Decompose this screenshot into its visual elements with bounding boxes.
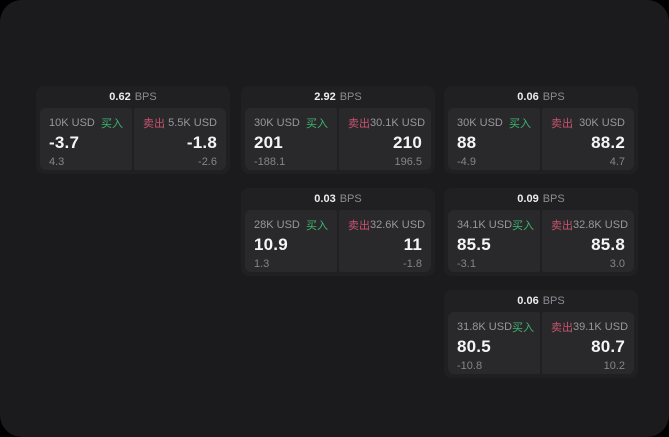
- sell-delta: 196.5: [394, 156, 422, 168]
- sell-delta: 10.2: [603, 360, 625, 372]
- buy-price: 10.9: [254, 235, 288, 254]
- sell-delta: -2.6: [198, 156, 217, 168]
- sell-label: 卖出: [348, 118, 370, 130]
- sell-label: 卖出: [551, 118, 573, 130]
- quote-card: 0.03 BPS 28K USD 买入 10.9 1.3 卖出 32.6K US…: [241, 188, 435, 276]
- bps-value: 0.62: [109, 91, 131, 103]
- sell-price: -1.8: [186, 133, 217, 152]
- buy-panel[interactable]: 31.8K USD 买入 80.5 -10.8: [448, 312, 540, 374]
- sell-price: 85.8: [591, 235, 625, 254]
- sell-price: 80.7: [591, 337, 625, 356]
- buy-size: 28K USD: [254, 219, 300, 231]
- card-header: 0.09 BPS: [444, 188, 638, 210]
- buy-size: 10K USD: [49, 117, 95, 129]
- sell-size: 32.8K USD: [573, 219, 629, 231]
- card-header: 0.06 BPS: [444, 290, 638, 312]
- bps-unit-label: BPS: [339, 91, 362, 103]
- buy-price: 80.5: [457, 337, 491, 356]
- bps-unit-label: BPS: [339, 193, 362, 205]
- sell-panel[interactable]: 卖出 30K USD 88.2 4.7: [542, 108, 634, 170]
- sell-label: 卖出: [551, 220, 573, 232]
- buy-delta: -10.8: [457, 360, 483, 372]
- sell-price: 11: [403, 235, 422, 254]
- sell-size: 5.5K USD: [168, 117, 217, 129]
- sell-size: 39.1K USD: [573, 321, 629, 333]
- sell-size: 32.6K USD: [370, 219, 426, 231]
- bps-value: 0.06: [517, 91, 539, 103]
- bps-unit-label: BPS: [542, 193, 565, 205]
- bps-value: 0.09: [517, 193, 539, 205]
- buy-panel[interactable]: 10K USD 买入 -3.7 4.3: [40, 108, 132, 170]
- sell-price: 210: [393, 133, 422, 152]
- buy-panel[interactable]: 30K USD 买入 201 -188.1: [245, 108, 337, 170]
- bps-value: 2.92: [314, 91, 336, 103]
- sell-delta: 3.0: [609, 258, 625, 270]
- buy-price: -3.7: [49, 133, 80, 152]
- buy-label: 买入: [512, 322, 535, 334]
- buy-delta: -3.1: [457, 258, 476, 270]
- buy-label: 买入: [306, 118, 328, 130]
- bps-unit-label: BPS: [542, 295, 565, 307]
- bps-unit-label: BPS: [542, 91, 565, 103]
- sell-size: 30.1K USD: [370, 117, 426, 129]
- bps-unit-label: BPS: [134, 91, 157, 103]
- buy-delta: -4.9: [457, 156, 476, 168]
- quote-card: 0.06 BPS 31.8K USD 买入 80.5 -10.8 卖出 39.1…: [444, 290, 638, 378]
- buy-label: 买入: [306, 220, 328, 232]
- buy-delta: -188.1: [254, 156, 286, 168]
- sell-delta: 4.7: [609, 156, 625, 168]
- buy-label: 买入: [101, 118, 123, 130]
- card-header: 2.92 BPS: [241, 86, 435, 108]
- buy-size: 30K USD: [457, 117, 503, 129]
- quote-card: 2.92 BPS 30K USD 买入 201 -188.1 卖出 30.1K …: [241, 86, 435, 174]
- buy-price: 85.5: [457, 235, 491, 254]
- sell-price: 88.2: [591, 133, 625, 152]
- quote-card: 0.62 BPS 10K USD 买入 -3.7 4.3 卖出 5.5K USD…: [36, 86, 230, 174]
- quote-panels: 30K USD 买入 201 -188.1 卖出 30.1K USD 210 1…: [241, 108, 435, 170]
- quote-panels: 31.8K USD 买入 80.5 -10.8 卖出 39.1K USD 80.…: [444, 312, 638, 374]
- buy-label: 买入: [509, 118, 531, 130]
- buy-size: 30K USD: [254, 117, 300, 129]
- sell-label: 卖出: [143, 118, 165, 130]
- sell-delta: -1.8: [403, 258, 422, 270]
- quote-panels: 10K USD 买入 -3.7 4.3 卖出 5.5K USD -1.8 -2.…: [36, 108, 230, 170]
- sell-panel[interactable]: 卖出 32.6K USD 11 -1.8: [339, 210, 431, 272]
- buy-delta: 1.3: [254, 258, 270, 270]
- buy-delta: 4.3: [49, 156, 65, 168]
- sell-panel[interactable]: 卖出 5.5K USD -1.8 -2.6: [134, 108, 226, 170]
- buy-panel[interactable]: 28K USD 买入 10.9 1.3: [245, 210, 337, 272]
- sell-panel[interactable]: 卖出 30.1K USD 210 196.5: [339, 108, 431, 170]
- bps-value: 0.06: [517, 295, 539, 307]
- bps-value: 0.03: [314, 193, 336, 205]
- card-header: 0.03 BPS: [241, 188, 435, 210]
- sell-panel[interactable]: 卖出 39.1K USD 80.7 10.2: [542, 312, 634, 374]
- sell-label: 卖出: [551, 322, 573, 334]
- sell-label: 卖出: [348, 220, 370, 232]
- sell-panel[interactable]: 卖出 32.8K USD 85.8 3.0: [542, 210, 634, 272]
- buy-panel[interactable]: 34.1K USD 买入 85.5 -3.1: [448, 210, 540, 272]
- buy-price: 88: [457, 133, 477, 152]
- quote-panels: 30K USD 买入 88 -4.9 卖出 30K USD 88.2 4.7: [444, 108, 638, 170]
- sell-size: 30K USD: [579, 117, 625, 129]
- quote-panels: 34.1K USD 买入 85.5 -3.1 卖出 32.8K USD 85.8…: [444, 210, 638, 272]
- buy-label: 买入: [512, 220, 535, 232]
- buy-panel[interactable]: 30K USD 买入 88 -4.9: [448, 108, 540, 170]
- card-header: 0.06 BPS: [444, 86, 638, 108]
- buy-size: 34.1K USD: [457, 219, 513, 231]
- buy-price: 201: [254, 133, 283, 152]
- buy-size: 31.8K USD: [457, 321, 513, 333]
- quote-panels: 28K USD 买入 10.9 1.3 卖出 32.6K USD 11 -1.8: [241, 210, 435, 272]
- card-header: 0.62 BPS: [36, 86, 230, 108]
- quote-card: 0.06 BPS 30K USD 买入 88 -4.9 卖出 30K USD 8…: [444, 86, 638, 174]
- quote-card: 0.09 BPS 34.1K USD 买入 85.5 -3.1 卖出 32.8K…: [444, 188, 638, 276]
